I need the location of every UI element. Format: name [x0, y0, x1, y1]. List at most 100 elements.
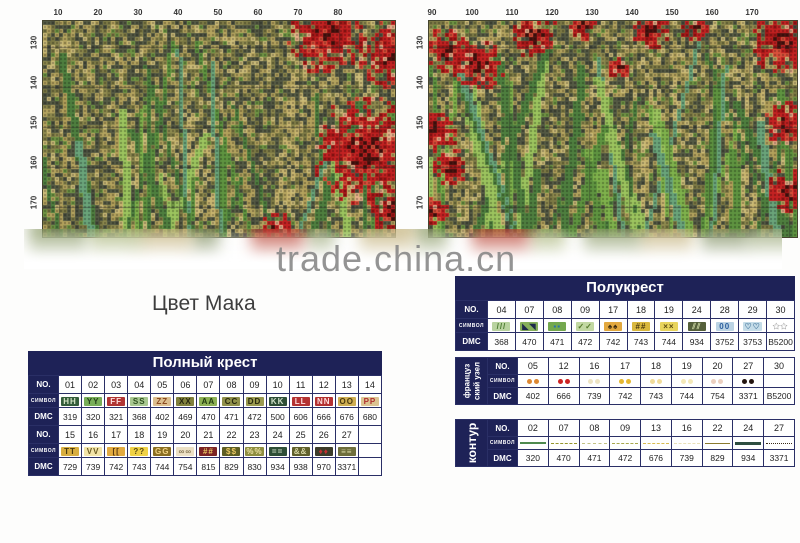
cell-symbol	[763, 374, 795, 388]
french-knot-dot	[656, 379, 662, 385]
half-cross-title: Полукрест	[455, 276, 795, 300]
cell-no: 15	[57, 425, 83, 444]
cell-dmc: 829	[219, 457, 244, 476]
cell-dmc: 934	[265, 457, 290, 476]
cell-dmc: 666	[311, 407, 336, 426]
cell-dmc: 3752	[710, 332, 740, 351]
cell-dmc: 744	[654, 332, 684, 351]
axis-tick-side: 140	[415, 75, 425, 90]
cell-symbol: ??	[127, 443, 152, 458]
cell-dmc: 470	[547, 449, 580, 467]
cell-symbol: ▪▪	[542, 318, 572, 333]
symbol-chip: ××	[659, 321, 678, 331]
cell-symbol	[517, 374, 549, 388]
cell-no: 30	[766, 300, 795, 319]
outline-line-sample	[735, 441, 762, 445]
axis-tick-top: 60	[253, 8, 263, 17]
cell-no: 11	[288, 375, 313, 394]
symbol-chip: CC	[222, 396, 241, 406]
axis-tick-top: 50	[213, 8, 223, 17]
half-cross-table: Полукрест NO. 04 07 08 09 17 18 19 24 28 29 30 СИМВО…	[455, 276, 795, 351]
axis-tick-side: 130	[415, 35, 425, 50]
cell-no: 07	[547, 419, 580, 437]
row-label-symbol: СИМВОЛ	[455, 318, 488, 333]
cell-dmc: 742	[598, 332, 628, 351]
cell-dmc: 744	[150, 457, 175, 476]
full-cross-table: Полный крест NO. 01 02 03 04 05 06 07 08 09 10 11 12…	[28, 351, 383, 476]
symbol-chip: ♡♡	[743, 321, 762, 331]
cell-symbol: TT	[57, 443, 83, 458]
cell-no: 24	[732, 419, 765, 437]
cell-no: 09	[242, 375, 267, 394]
cell-dmc: 320	[81, 407, 106, 426]
outline-line-sample	[766, 442, 792, 444]
row-label-symbol: СИМВОЛ	[28, 393, 59, 408]
cell-dmc: 402	[517, 387, 549, 405]
symbol-chip: ##	[631, 321, 650, 331]
cell-dmc: 754	[701, 387, 734, 405]
cell-symbol: ⫽⫽	[682, 318, 712, 333]
cell-dmc: 970	[311, 457, 336, 476]
row-label-dmc: DMC	[487, 387, 518, 405]
symbol-chip: ??	[130, 446, 149, 456]
cell-no: 19	[670, 357, 703, 375]
symbol-chip: VV	[84, 446, 103, 456]
cell-no: 07	[514, 300, 544, 319]
cell-no: 17	[609, 357, 642, 375]
cell-no: 27	[732, 357, 765, 375]
cell-dmc: 3371	[763, 449, 795, 467]
cell-symbol	[701, 374, 734, 388]
french-knot-side-label: ский узел	[471, 361, 481, 401]
symbol-chip: ∞∞	[176, 446, 195, 456]
cell-dmc: 742	[609, 387, 642, 405]
watermark: trade.china.cn	[276, 238, 517, 279]
cell-dmc: 743	[640, 387, 672, 405]
symbol-chip: ◣◥	[520, 321, 539, 331]
symbol-chip: AA	[199, 396, 218, 406]
cell-no: 09	[609, 419, 642, 437]
cell-symbol: ××	[654, 318, 684, 333]
cell-no: 25	[288, 425, 313, 444]
french-knot-side-label: француз	[461, 363, 471, 399]
symbol-chip: DD	[245, 396, 264, 406]
cell-no: 20	[173, 425, 198, 444]
symbol-chip: ♦♦	[314, 446, 333, 456]
symbol-chip: NN	[314, 396, 333, 406]
cell-dmc: 754	[173, 457, 198, 476]
cell-symbol	[517, 436, 549, 450]
symbol-chip: ≡≡	[337, 446, 356, 456]
french-knot-dot	[526, 379, 532, 385]
cell-symbol: CC	[219, 393, 244, 408]
symbol-chip: ///	[492, 321, 511, 331]
symbol-chip: %%	[245, 446, 264, 456]
pattern-chart-left: 10 20 30 40 50 60 70 80 130 140 150 160 170	[28, 8, 396, 238]
cell-dmc: 472	[609, 449, 642, 467]
stitch-canvas-left	[42, 20, 396, 238]
cell-dmc: 470	[514, 332, 544, 351]
cell-no: 02	[81, 375, 106, 394]
cell-symbol: LL	[288, 393, 313, 408]
french-knot-dot	[619, 379, 625, 385]
cell-symbol: OO	[334, 393, 359, 408]
french-knot-dot	[564, 379, 570, 385]
cell-dmc: 829	[701, 449, 734, 467]
cell-dmc: B5200	[766, 332, 795, 351]
cell-symbol	[609, 436, 642, 450]
symbol-chip: TT	[61, 446, 80, 456]
cell-no: 19	[654, 300, 684, 319]
cell-no: 27	[334, 425, 359, 444]
french-knot-dot	[626, 379, 632, 385]
axis-tick-side: 130	[29, 35, 39, 50]
symbol-chip: OO	[337, 396, 356, 406]
cell-symbol: VV	[81, 443, 106, 458]
stitch-canvas-right	[428, 20, 798, 238]
cell-dmc: 934	[682, 332, 712, 351]
row-label-symbol: СИМВОЛ	[487, 436, 518, 450]
french-knot-dot	[773, 379, 779, 385]
cell-no: 17	[104, 425, 129, 444]
cell-dmc: 676	[640, 449, 672, 467]
symbol-chip: &&	[291, 446, 310, 456]
outline-line-sample	[581, 442, 608, 444]
row-label-no: NO.	[487, 357, 518, 375]
cell-no: 17	[598, 300, 628, 319]
